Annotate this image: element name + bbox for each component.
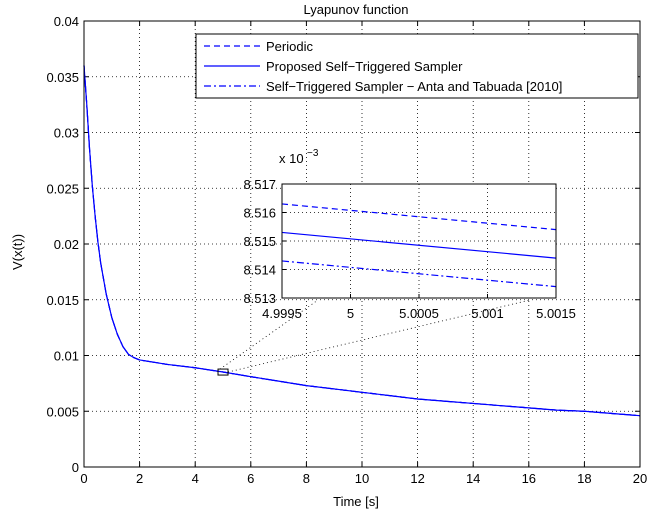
y-tick-label: 0.03 xyxy=(54,126,79,141)
inset-series-line xyxy=(281,203,557,231)
y-tick-label: 0.01 xyxy=(54,349,79,364)
inset-series xyxy=(281,203,557,288)
y-tick-label: 0.025 xyxy=(46,181,79,196)
inset-grid xyxy=(282,184,556,298)
y-axis-label: V(x(t)) xyxy=(10,234,25,270)
inset-x-tick-label: 5.001 xyxy=(471,306,504,321)
inset-y-multiplier-exponent: −3 xyxy=(307,148,319,159)
inset-x-tick-label: 5 xyxy=(347,306,354,321)
inset-y-multiplier: x 10 xyxy=(279,151,304,166)
y-tick-label: 0.035 xyxy=(46,70,79,85)
legend-label-periodic: Periodic xyxy=(266,39,313,54)
y-tick-label: 0.005 xyxy=(46,404,79,419)
x-tick-label: 20 xyxy=(633,471,647,486)
x-tick-label: 10 xyxy=(355,471,369,486)
y-tick-label: 0.02 xyxy=(54,237,79,252)
main-plot-frame xyxy=(83,20,641,468)
x-tick-label: 6 xyxy=(247,471,254,486)
x-axis-label: Time [s] xyxy=(333,494,379,509)
x-tick-label: 2 xyxy=(136,471,143,486)
y-tick-label: 0.04 xyxy=(54,14,79,29)
main-series xyxy=(83,65,641,417)
inset-ticks: 4.9995 5 5.0005 5.001 5.0015 8.513 8.514 8.515 8… xyxy=(243,177,575,321)
y-tick-label: 0 xyxy=(72,460,79,475)
inset-y-tick-label: 8.516 xyxy=(243,206,276,221)
inset-series-line xyxy=(281,231,557,259)
x-tick-label: 16 xyxy=(522,471,536,486)
x-tick-label: 14 xyxy=(466,471,480,486)
inset-frame xyxy=(281,183,557,299)
legend: Periodic Proposed Self−Triggered Sampler… xyxy=(195,33,639,99)
x-tick-label: 18 xyxy=(577,471,591,486)
inset-series-line xyxy=(281,260,557,288)
x-tick-label: 0 xyxy=(80,471,87,486)
inset-chart: 4.9995 5 5.0005 5.001 5.0015 8.513 8.514 8.515 8… xyxy=(243,148,575,321)
x-tick-label: 12 xyxy=(410,471,424,486)
legend-box xyxy=(195,33,639,99)
main-ticks: 0 2 4 6 8 10 12 14 16 18 20 0 0.005 0.01 0.015 0.02 0.02… xyxy=(46,14,647,486)
inset-y-tick-label: 8.517 xyxy=(243,177,276,192)
inset-x-tick-label: 4.9995 xyxy=(262,306,302,321)
inset-x-tick-label: 5.0015 xyxy=(536,306,576,321)
inset-x-tick-label: 5.0005 xyxy=(399,306,439,321)
y-tick-label: 0.015 xyxy=(46,293,79,308)
main-grid xyxy=(84,21,640,467)
inset-y-tick-label: 8.515 xyxy=(243,234,276,249)
legend-label-proposed: Proposed Self−Triggered Sampler xyxy=(266,59,463,74)
chart-title: Lyapunov function xyxy=(303,2,408,17)
inset-y-tick-label: 8.514 xyxy=(243,263,276,278)
series-line xyxy=(83,65,641,417)
x-tick-label: 4 xyxy=(192,471,199,486)
legend-label-anta-tabuada: Self−Triggered Sampler − Anta and Tabuad… xyxy=(266,79,562,94)
inset-y-tick-label: 8.513 xyxy=(243,291,276,306)
x-tick-label: 8 xyxy=(303,471,310,486)
